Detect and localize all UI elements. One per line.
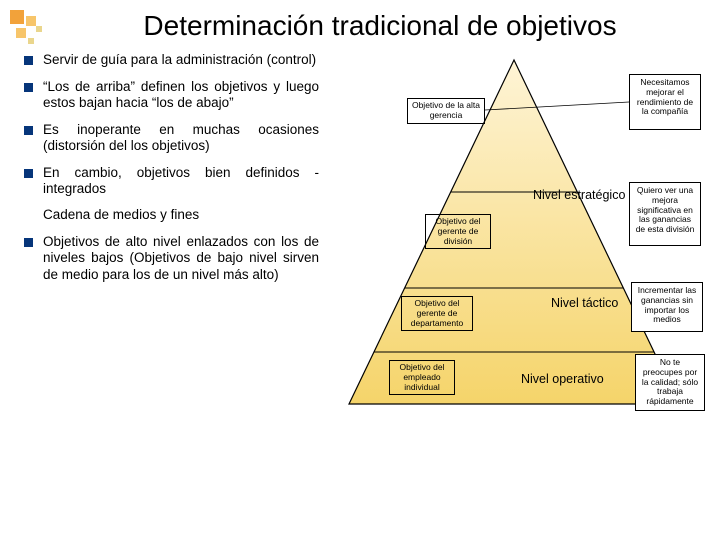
- objective-label: Objetivo de la alta gerencia: [407, 98, 485, 124]
- content-area: Servir de guía para la administración (c…: [0, 48, 720, 440]
- bullet-text: Objetivos de alto nivel enlazados con lo…: [43, 234, 319, 283]
- deco-square: [36, 26, 42, 32]
- level-label: Nivel táctico: [551, 296, 618, 310]
- quote-box: No te preocupes por la calidad; sólo tra…: [635, 354, 705, 411]
- list-item: En cambio, objetivos bien definidos - in…: [24, 165, 319, 198]
- quote-box: Necesitamos mejorar el rendimiento de la…: [629, 74, 701, 130]
- list-item: Servir de guía para la administración (c…: [24, 52, 319, 68]
- page-title: Determinación tradicional de objetivos: [0, 0, 720, 48]
- deco-square: [10, 10, 24, 24]
- objective-label: Objetivo del empleado individual: [389, 360, 455, 395]
- list-item: Objetivos de alto nivel enlazados con lo…: [24, 234, 319, 283]
- bullet-icon: [24, 126, 33, 135]
- quote-box: Incrementar las ganancias sin importar l…: [631, 282, 703, 332]
- bullet-text: Es inoperante en muchas ocasiones (disto…: [43, 122, 319, 155]
- objective-label: Objetivo del gerente de división: [425, 214, 491, 249]
- bullet-text: “Los de arriba” definen los objetivos y …: [43, 79, 319, 112]
- pyramid-diagram: Objetivo de la alta gerencia Objetivo del…: [329, 52, 708, 432]
- list-item: Es inoperante en muchas ocasiones (disto…: [24, 122, 319, 155]
- bullet-text: En cambio, objetivos bien definidos - in…: [43, 165, 319, 198]
- list-item: “Los de arriba” definen los objetivos y …: [24, 79, 319, 112]
- quote-box: Quiero ver una mejora significativa en l…: [629, 182, 701, 246]
- bullet-list: Servir de guía para la administración (c…: [24, 52, 329, 432]
- deco-square: [28, 38, 34, 44]
- level-label: Nivel estratégico: [533, 188, 625, 202]
- deco-square: [16, 28, 26, 38]
- bullet-icon: [24, 56, 33, 65]
- sub-line: Cadena de medios y fines: [43, 207, 319, 223]
- bullet-text: Servir de guía para la administración (c…: [43, 52, 316, 68]
- bullet-icon: [24, 83, 33, 92]
- bullet-icon: [24, 169, 33, 178]
- level-label: Nivel operativo: [521, 372, 604, 386]
- deco-square: [26, 16, 36, 26]
- bullet-icon: [24, 238, 33, 247]
- objective-label: Objetivo del gerente de departamento: [401, 296, 473, 331]
